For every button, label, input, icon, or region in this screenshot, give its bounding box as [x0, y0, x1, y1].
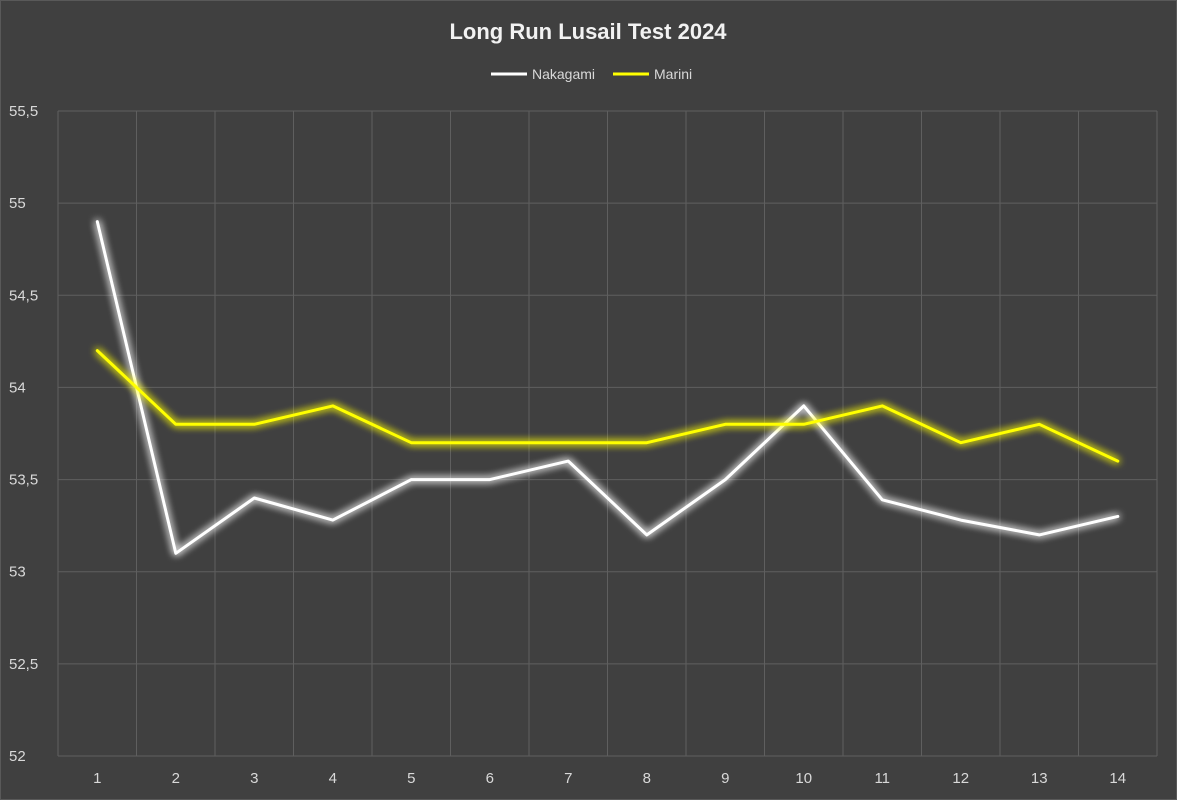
x-tick-label: 1 — [93, 770, 101, 787]
x-tick-label: 10 — [795, 770, 812, 787]
y-tick-label: 54 — [9, 379, 26, 396]
x-tick-label: 6 — [486, 770, 494, 787]
x-tick-label: 4 — [329, 770, 337, 787]
series-line-nakagami — [95, 220, 1120, 555]
chart-title: Long Run Lusail Test 2024 — [449, 19, 727, 44]
y-axis-ticks: 52 52,5 53 53,5 54 54,5 55 55,5 — [9, 103, 38, 765]
x-tick-label: 3 — [250, 770, 258, 787]
y-tick-label: 52,5 — [9, 656, 38, 673]
x-tick-label: 13 — [1031, 770, 1048, 787]
chart-grid — [57, 110, 1158, 757]
legend-label-marini: Marini — [654, 66, 692, 82]
x-tick-label: 14 — [1109, 770, 1126, 787]
chart-series — [95, 220, 1120, 555]
y-tick-label: 55 — [9, 195, 26, 212]
x-tick-label: 8 — [643, 770, 651, 787]
x-tick-label: 7 — [564, 770, 572, 787]
chart-legend: Nakagami Marini — [491, 66, 692, 82]
x-tick-label: 2 — [172, 770, 180, 787]
x-tick-label: 12 — [952, 770, 969, 787]
legend-label-nakagami: Nakagami — [532, 66, 595, 82]
y-tick-label: 52 — [9, 748, 26, 765]
y-tick-label: 54,5 — [9, 287, 38, 304]
x-tick-label: 5 — [407, 770, 415, 787]
x-tick-label: 11 — [874, 770, 890, 787]
y-tick-label: 53,5 — [9, 472, 38, 489]
series-line-marini — [95, 349, 1120, 463]
y-tick-label: 53 — [9, 564, 26, 581]
y-tick-label: 55,5 — [9, 103, 38, 120]
x-axis-ticks: 1 2 3 4 5 6 7 8 9 10 11 12 13 14 — [93, 770, 1126, 787]
x-tick-label: 9 — [721, 770, 729, 787]
